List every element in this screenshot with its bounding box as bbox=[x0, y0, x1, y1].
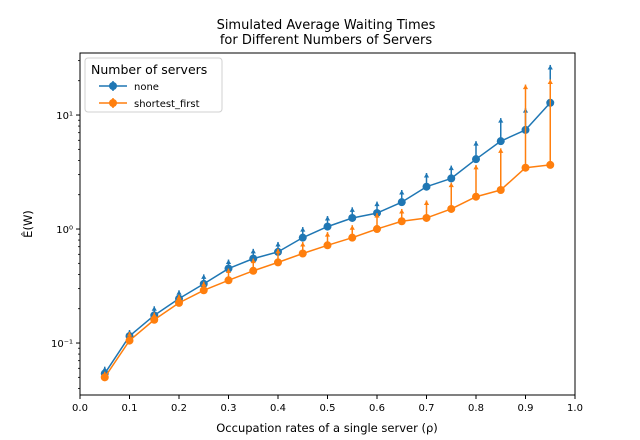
y-axis-label: Ê(W) bbox=[20, 210, 35, 238]
x-tick-label: 0.0 bbox=[72, 403, 88, 414]
y-tick-label: 10¹ bbox=[56, 111, 73, 122]
error-bar-arrow bbox=[225, 259, 232, 265]
legend-box bbox=[84, 57, 223, 113]
error-bar-arrow bbox=[275, 241, 281, 247]
x-axis-label: Occupation rates of a single server (ρ) bbox=[216, 421, 438, 435]
error-bar-arrow bbox=[250, 258, 256, 264]
x-tick-label: 0.1 bbox=[122, 403, 138, 414]
data-point bbox=[546, 160, 555, 169]
legend-entry-shortest_first: shortest_first bbox=[99, 98, 200, 110]
data-point bbox=[125, 336, 134, 345]
x-tick-label: 0.2 bbox=[171, 403, 187, 414]
chart-title-line1: Simulated Average Waiting Times bbox=[217, 18, 436, 33]
x-tick-label: 0.8 bbox=[468, 403, 484, 414]
error-bar-arrow bbox=[423, 173, 430, 178]
error-bar-arrow bbox=[126, 331, 133, 337]
data-point bbox=[373, 225, 381, 234]
data-point bbox=[249, 266, 258, 275]
plot-area bbox=[100, 64, 555, 382]
data-point bbox=[472, 155, 480, 164]
y-axis: 10⁻¹ 10⁰ 10¹ bbox=[51, 60, 80, 389]
data-point bbox=[496, 185, 505, 194]
data-point bbox=[199, 286, 208, 295]
x-tick-label: 0.4 bbox=[270, 403, 286, 414]
data-point bbox=[472, 192, 480, 201]
x-tick-label: 0.6 bbox=[369, 403, 385, 414]
data-point bbox=[298, 249, 307, 258]
error-bar-arrow bbox=[547, 79, 553, 84]
error-bar-arrow bbox=[176, 290, 182, 295]
error-bar-arrow bbox=[151, 312, 157, 318]
data-point bbox=[348, 233, 357, 242]
data-point bbox=[150, 315, 159, 324]
data-point bbox=[397, 198, 406, 207]
error-bar-arrow bbox=[324, 232, 331, 237]
x-tick-label: 0.7 bbox=[419, 403, 435, 414]
error-bar-arrow bbox=[349, 225, 355, 230]
error-bar-arrow bbox=[250, 248, 256, 254]
data-point bbox=[100, 373, 109, 382]
error-bar-arrow bbox=[473, 164, 479, 170]
legend: Number of servers none shortest_first bbox=[84, 57, 223, 113]
legend-label: none bbox=[134, 82, 159, 93]
error-bar-arrow bbox=[547, 64, 553, 70]
data-point bbox=[224, 276, 233, 285]
error-bar-arrow bbox=[399, 208, 405, 214]
error-bar-arrow bbox=[448, 182, 454, 188]
x-tick-label: 0.3 bbox=[221, 403, 237, 414]
data-point bbox=[274, 258, 282, 267]
error-bar-arrow bbox=[399, 189, 405, 195]
x-tick-label: 0.5 bbox=[320, 403, 336, 414]
error-bar-arrow bbox=[225, 268, 232, 274]
data-point bbox=[447, 204, 456, 213]
data-point bbox=[175, 298, 183, 307]
data-point bbox=[447, 174, 456, 183]
error-bar-arrow bbox=[300, 227, 306, 232]
data-point bbox=[397, 217, 406, 226]
error-bar-arrow bbox=[300, 241, 306, 247]
data-point bbox=[323, 241, 332, 250]
x-axis: 0.0 0.1 0.2 0.3 0.4 0.5 0.6 0.7 0.8 0.9 1.0 bbox=[72, 395, 583, 414]
series-shortest_first bbox=[100, 79, 555, 382]
data-point bbox=[422, 182, 431, 191]
error-bar-arrow bbox=[522, 84, 529, 90]
chart-title-line2: for Different Numbers of Servers bbox=[220, 33, 433, 48]
error-bar-arrow bbox=[473, 141, 479, 146]
data-point bbox=[298, 233, 307, 242]
error-bar-arrow bbox=[423, 200, 430, 205]
error-bar-arrow bbox=[448, 165, 454, 171]
data-point bbox=[521, 163, 530, 172]
series-line bbox=[104, 164, 551, 378]
error-bar-arrow bbox=[176, 294, 182, 300]
legend-label: shortest_first bbox=[134, 99, 200, 110]
x-tick-label: 1.0 bbox=[567, 403, 583, 414]
legend-swatch-marker bbox=[109, 99, 117, 107]
x-tick-label: 0.9 bbox=[518, 403, 534, 414]
legend-entry-none: none bbox=[99, 81, 159, 93]
error-bar-arrow bbox=[275, 248, 281, 254]
error-bar-arrow bbox=[201, 281, 207, 287]
y-tick-label: 10⁻¹ bbox=[51, 339, 73, 350]
error-bar-arrow bbox=[374, 201, 380, 207]
data-point bbox=[348, 213, 357, 222]
error-bar-arrow bbox=[324, 216, 331, 221]
error-bar-arrow bbox=[151, 306, 157, 311]
error-bar-arrow bbox=[349, 207, 355, 212]
data-point bbox=[496, 137, 505, 146]
legend-swatch-marker bbox=[109, 82, 117, 90]
error-bar-arrow bbox=[201, 274, 207, 279]
legend-title: Number of servers bbox=[91, 62, 207, 77]
data-point bbox=[323, 222, 332, 231]
y-tick-label: 10⁰ bbox=[56, 225, 73, 236]
error-bar-arrow bbox=[498, 148, 504, 153]
error-bar-arrow bbox=[498, 118, 504, 123]
error-bar-arrow bbox=[374, 213, 380, 218]
data-point bbox=[422, 213, 431, 222]
